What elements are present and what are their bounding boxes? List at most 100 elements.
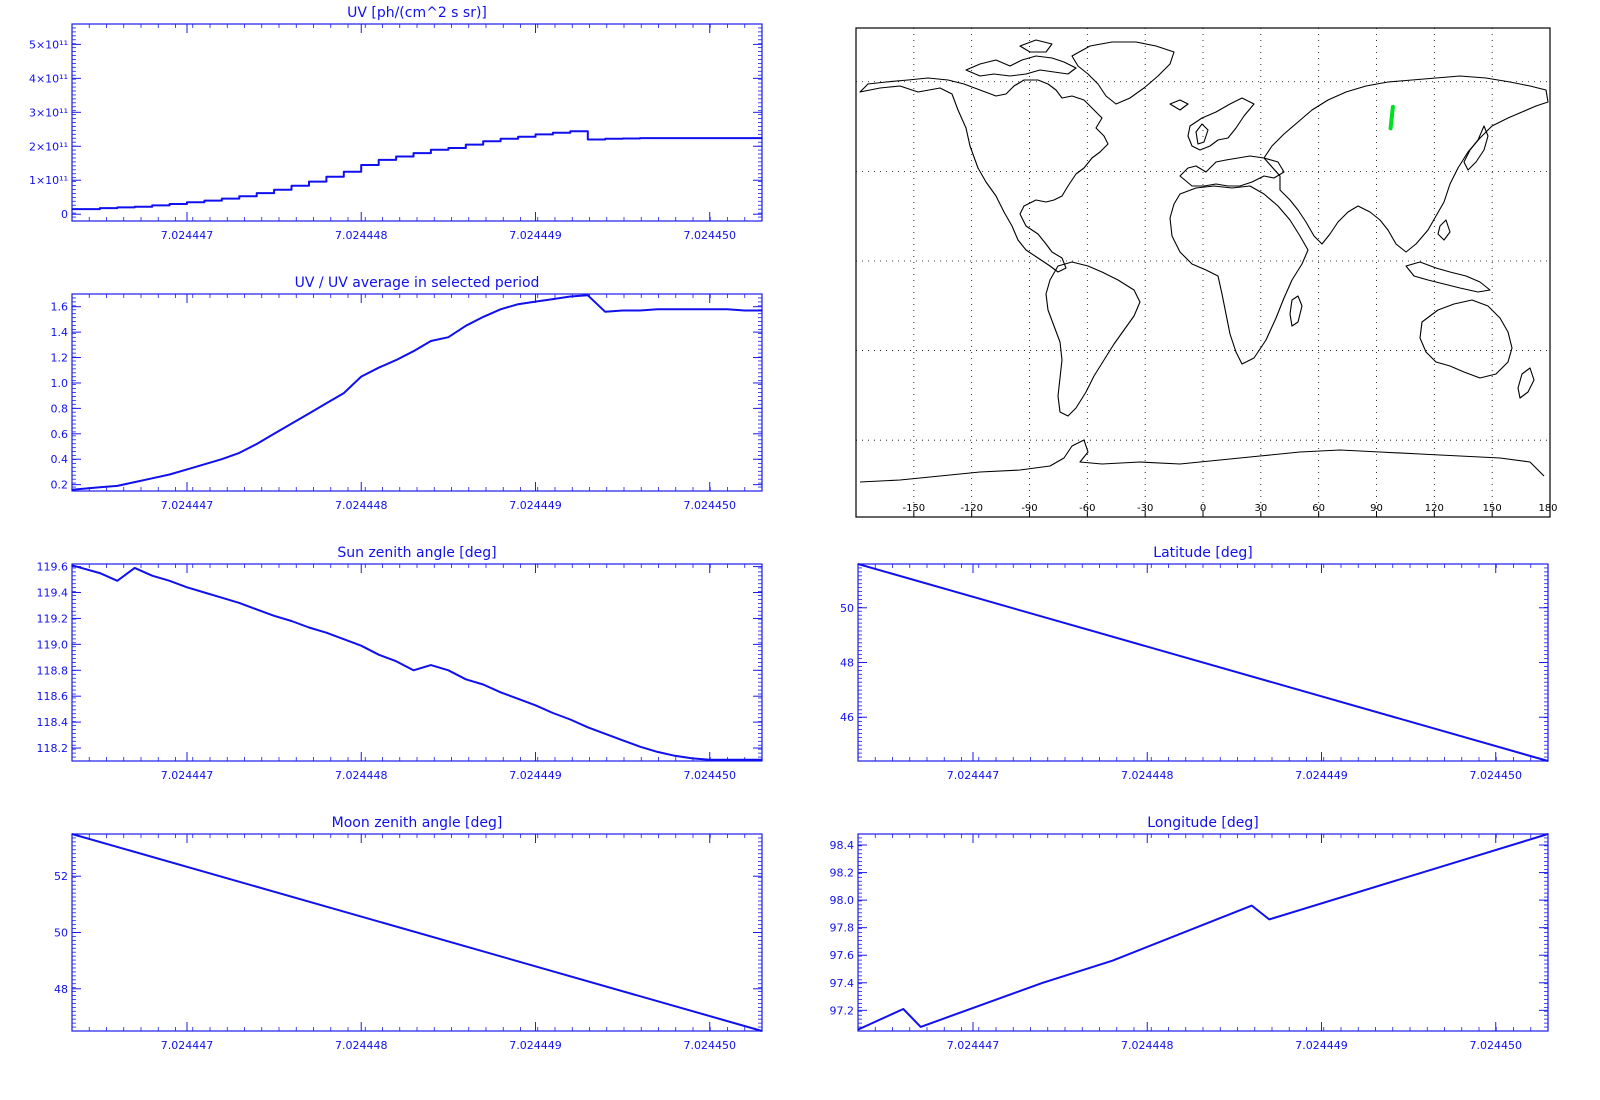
data-point (273, 615, 275, 617)
y-tick-label: 118.8 (37, 664, 69, 677)
data-point (395, 660, 397, 662)
uk-outline (1195, 123, 1209, 145)
data-point (447, 669, 449, 671)
data-point (569, 130, 571, 132)
map-lon-label: -150 (902, 503, 925, 514)
data-point (761, 137, 763, 139)
data-point (221, 597, 223, 599)
data-point (517, 303, 519, 305)
data-point (134, 567, 136, 569)
x-tick-label: 7.024448 (1121, 769, 1174, 782)
data-point (308, 181, 310, 183)
moon-zenith-chart: Moon zenith angle [deg] 7.024447 7.024448 7… (0, 810, 790, 1090)
x-tick-label: 7.024447 (161, 499, 214, 512)
x-tick-label: 7.024447 (161, 1039, 214, 1052)
satellite-track (1388, 104, 1395, 131)
y-tick-label: 0 (61, 208, 68, 221)
data-point (569, 718, 571, 721)
data-point (622, 309, 624, 312)
y-tick-label: 1.2 (51, 352, 69, 365)
data-point (743, 759, 746, 761)
data-point (726, 308, 728, 310)
data-point (273, 433, 275, 435)
data-point (99, 572, 101, 574)
data-point (500, 308, 502, 310)
data-point (378, 654, 380, 656)
chart-title: UV / UV average in selected period (295, 275, 540, 291)
data-point (902, 1008, 904, 1010)
data-point (465, 325, 467, 327)
latitude-chart: Latitude [deg] 7.024447 7.024448 7.024449 7.… (786, 540, 1576, 810)
data-point (482, 316, 484, 318)
longitude-chart: Longitude [deg] 7.024447 7.024448 7.024449 7… (786, 810, 1576, 1090)
map-lon-label: 90 (1370, 503, 1383, 514)
y-tick-label: 98.0 (830, 894, 855, 907)
y-tick-label: 97.2 (830, 1004, 855, 1017)
data-point (395, 359, 397, 361)
y-tick-label: 119.6 (37, 561, 69, 574)
data-point (412, 152, 415, 154)
south-america-outline (1045, 261, 1141, 417)
data-point (1111, 960, 1113, 962)
data-point (221, 197, 223, 200)
y-tick-label: 48 (840, 657, 854, 670)
map-lon-label: -120 (960, 503, 983, 514)
data-point (186, 468, 188, 470)
data-point (430, 149, 432, 151)
y-tick-label: 119.4 (37, 587, 69, 600)
uv-ratio-chart: UV / UV average in selected period 7.0244… (0, 270, 790, 540)
data-point (308, 412, 310, 415)
data-point (151, 477, 153, 479)
data-point (674, 137, 676, 139)
data-point (168, 203, 171, 205)
data-point (203, 200, 206, 202)
x-tick-label: 7.024450 (683, 229, 736, 242)
data-point (1547, 833, 1549, 835)
map-lon-labels: -150 -120 -90 -60 -30 0 30 60 90 120 150 180 (902, 503, 1558, 517)
world-map-panel: -150 -120 -90 -60 -30 0 30 60 90 120 150 180 (840, 0, 1600, 540)
japan-outline (1463, 125, 1489, 171)
x-tick-label: 7.024449 (1295, 769, 1348, 782)
chart-title: Latitude [deg] (1153, 545, 1252, 561)
y-tick-label: 1.0 (51, 377, 69, 390)
data-point (465, 678, 467, 680)
data-point (186, 201, 188, 203)
data-point (639, 137, 641, 139)
x-tick-label: 7.024448 (1121, 1039, 1174, 1052)
x-tick-label: 7.024447 (947, 769, 1000, 782)
data-point (325, 176, 327, 178)
data-point (71, 208, 73, 210)
y-tick-label: 98.4 (830, 839, 855, 852)
x-tick-label: 7.024448 (335, 1039, 388, 1052)
data-point (378, 159, 380, 161)
x-tick-label: 7.024449 (509, 229, 562, 242)
y-tick-label: 98.2 (830, 867, 855, 880)
data-point (395, 155, 397, 158)
x-tick-label: 7.024450 (1469, 769, 1522, 782)
data-point (325, 632, 327, 634)
plot-frame (71, 293, 763, 492)
data-point (656, 751, 659, 753)
data-point (256, 192, 258, 194)
y-tick-label: 0.4 (51, 453, 69, 466)
data-point (168, 473, 171, 476)
data-point (290, 620, 293, 622)
madagascar-outline (1289, 295, 1303, 327)
y-tick-label: 97.6 (830, 949, 855, 962)
north-america-outline (859, 77, 1109, 273)
data-point (1251, 905, 1253, 907)
data-point (360, 645, 362, 647)
data-point (447, 147, 449, 149)
data-point (430, 340, 432, 342)
data-point (203, 591, 206, 594)
data-point (465, 143, 467, 146)
data-point (622, 739, 624, 741)
data-point (622, 137, 624, 140)
data-point (691, 757, 693, 760)
y-tick-label: 0.8 (51, 402, 69, 415)
data-point (116, 206, 118, 209)
map-lon-label: 0 (1200, 503, 1206, 514)
data-point (534, 704, 537, 706)
y-tick-label: 2×10¹¹ (29, 140, 68, 153)
data-point (604, 733, 606, 735)
